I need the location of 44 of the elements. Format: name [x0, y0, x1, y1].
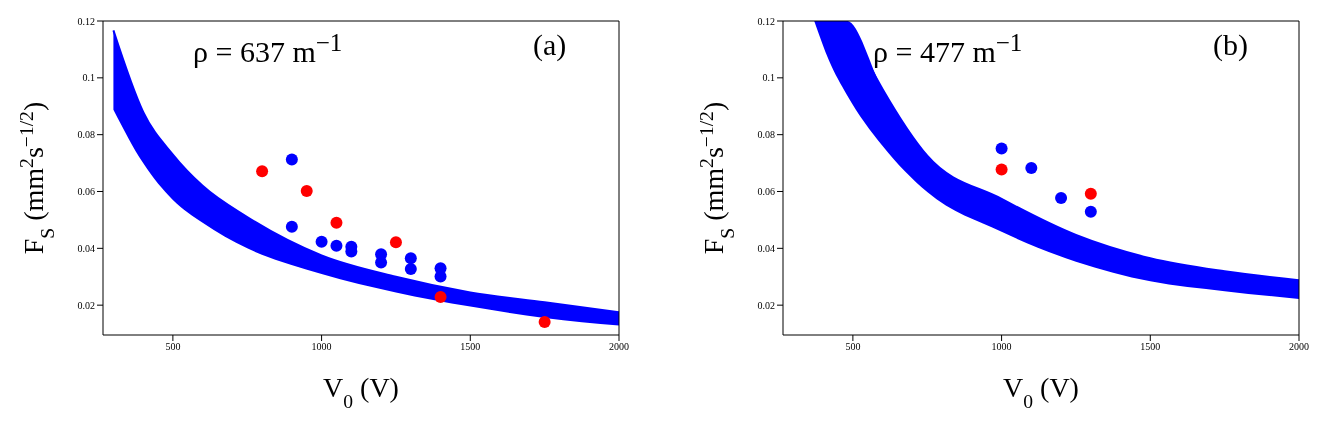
point [1025, 161, 1038, 174]
point [315, 235, 328, 248]
point [285, 153, 298, 166]
point [300, 184, 313, 197]
point [404, 263, 417, 276]
point [1084, 187, 1097, 200]
annotation: (b) [1213, 28, 1248, 61]
annotation: (a) [533, 28, 567, 61]
point [995, 142, 1008, 155]
y-tick-label: 0.08 [757, 129, 775, 141]
point [1084, 205, 1097, 218]
y-tick-label: 0.06 [77, 186, 95, 198]
y-tick-label: 0.1 [82, 72, 95, 84]
x-tick-label: 500 [165, 341, 181, 353]
point [995, 163, 1008, 176]
point [389, 236, 402, 249]
point [538, 315, 551, 328]
x-tick-label: 1000 [991, 341, 1012, 353]
x-tick-label: 1500 [1140, 341, 1161, 353]
x-axis-title: V$_{0}$ (V) [323, 372, 399, 412]
x-tick-label: 2000 [1289, 341, 1309, 353]
y-tick-label: 0.02 [77, 299, 95, 311]
y-tick-label: 0.1 [762, 72, 775, 84]
annotation: ρ = 477 m$^{−1}$ [873, 29, 1023, 68]
y-tick-label: 0.06 [757, 186, 775, 198]
annotation: ρ = 637 m$^{−1}$ [193, 29, 343, 68]
y-tick-label: 0.04 [77, 242, 95, 254]
x-axis-title: V$_{0}$ (V) [1003, 372, 1079, 412]
point [256, 165, 269, 178]
point [285, 220, 298, 233]
y-tick-label: 0.08 [77, 129, 95, 141]
y-tick-label: 0.02 [757, 299, 775, 311]
y-tick-label: 0.12 [757, 15, 775, 27]
x-tick-label: 500 [845, 341, 861, 353]
point [1055, 192, 1068, 205]
point [434, 290, 447, 303]
x-tick-label: 1500 [460, 341, 481, 353]
x-tick-label: 2000 [609, 341, 629, 353]
point [404, 252, 417, 265]
y-tick-label: 0.04 [757, 242, 775, 254]
point [330, 239, 343, 252]
y-tick-label: 0.12 [77, 15, 95, 27]
point [330, 216, 343, 229]
x-tick-label: 1000 [311, 341, 332, 353]
